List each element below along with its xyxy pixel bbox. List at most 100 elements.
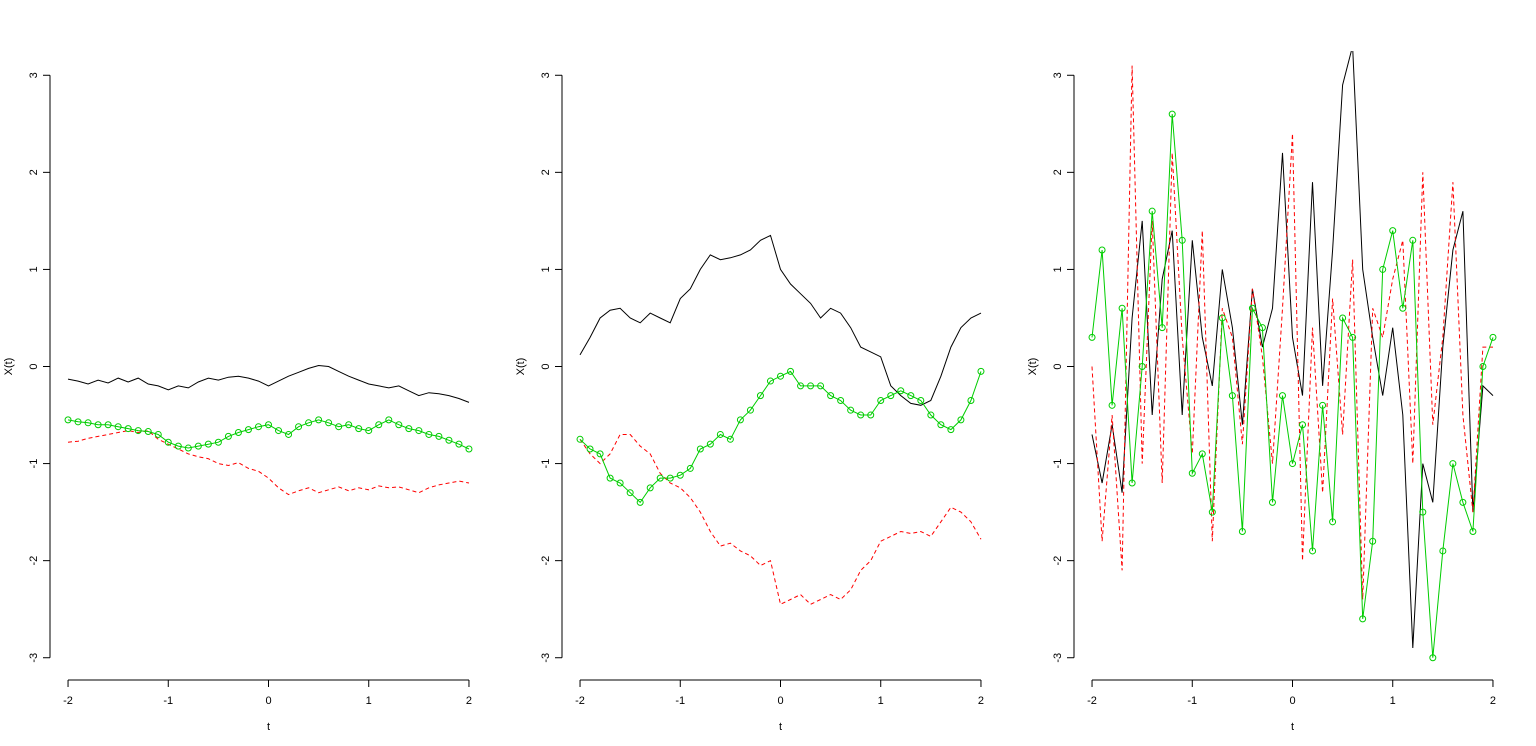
point-marker: [706, 440, 714, 448]
panel: -3 -2 -1 0 1 2 3 -2 -1 0 1 2 t X(t): [3, 72, 473, 733]
point-marker: [435, 432, 443, 440]
y-tick-label: 2: [540, 169, 552, 175]
point-marker: [867, 411, 875, 419]
x-axis-label: t: [267, 721, 270, 733]
point-marker: [365, 427, 373, 435]
point-marker: [74, 418, 82, 426]
y-tick-label: 1: [28, 266, 40, 272]
y-axis-label: X(t): [515, 358, 527, 376]
point-marker: [1118, 304, 1126, 312]
point-marker: [907, 392, 915, 400]
point-marker: [606, 474, 614, 482]
point-marker: [1469, 528, 1477, 536]
point-marker: [1108, 401, 1116, 409]
point-marker: [817, 382, 825, 390]
point-marker: [1369, 537, 1377, 545]
point-marker: [295, 423, 303, 431]
point-marker: [646, 484, 654, 492]
point-marker: [586, 445, 594, 453]
point-marker: [1359, 615, 1367, 623]
point-marker: [596, 450, 604, 458]
y-tick-label: -2: [540, 556, 552, 566]
point-marker: [676, 471, 684, 479]
series-line: [579, 234, 982, 406]
point-marker: [1389, 227, 1397, 235]
point-marker: [1128, 479, 1136, 487]
y-tick-label: 0: [540, 363, 552, 369]
point-marker: [375, 421, 383, 429]
point-marker: [827, 392, 835, 400]
point-marker: [405, 425, 413, 433]
x-tick-label: -1: [1187, 695, 1197, 707]
point-marker: [465, 445, 473, 453]
point-marker: [425, 430, 433, 438]
point-marker: [947, 426, 955, 434]
y-tick-label: 2: [1052, 169, 1064, 175]
plot-area: [576, 234, 985, 606]
y-tick-label: 3: [1052, 72, 1064, 78]
point-marker: [576, 435, 584, 443]
point-marker: [1248, 304, 1256, 312]
point-marker: [1409, 236, 1417, 244]
point-marker: [787, 367, 795, 375]
point-marker: [174, 442, 182, 450]
series-line: [1091, 114, 1494, 658]
point-marker: [335, 423, 343, 431]
plot-area: [1088, 51, 1497, 662]
point-marker: [1419, 508, 1427, 516]
x-tick-label: 0: [1289, 695, 1295, 707]
point-marker: [746, 406, 754, 414]
point-marker: [1208, 508, 1216, 516]
x-tick-label: 1: [878, 695, 884, 707]
y-tick-label: -3: [1052, 653, 1064, 663]
x-tick-label: 2: [978, 695, 984, 707]
x-tick-label: 1: [1390, 695, 1396, 707]
point-marker: [1218, 314, 1226, 322]
point-marker: [616, 479, 624, 487]
point-marker: [1439, 547, 1447, 555]
point-marker: [154, 430, 162, 438]
point-marker: [1449, 460, 1457, 468]
y-tick-label: 1: [1052, 266, 1064, 272]
x-tick-label: -2: [575, 695, 585, 707]
point-marker: [686, 464, 694, 472]
series-line: [67, 430, 470, 496]
x-tick-label: 0: [777, 695, 783, 707]
point-marker: [1489, 333, 1497, 341]
x-tick-label: -1: [675, 695, 685, 707]
point-marker: [1238, 528, 1246, 536]
point-marker: [204, 440, 212, 448]
y-tick-label: 3: [540, 72, 552, 78]
point-marker: [1158, 324, 1166, 332]
point-marker: [1148, 207, 1156, 215]
point-marker: [897, 387, 905, 395]
point-marker: [254, 423, 262, 431]
point-marker: [837, 396, 845, 404]
point-marker: [1349, 333, 1357, 341]
x-tick-label: 0: [265, 695, 271, 707]
point-marker: [94, 421, 102, 429]
point-marker: [797, 382, 805, 390]
point-marker: [104, 421, 112, 429]
point-marker: [756, 392, 764, 400]
plot-area: [64, 364, 473, 496]
point-marker: [265, 421, 272, 429]
point-marker: [1278, 392, 1286, 400]
x-tick-label: 2: [466, 695, 472, 707]
x-axis-label: t: [779, 721, 782, 733]
y-axis-label: X(t): [3, 358, 15, 376]
point-marker: [305, 419, 313, 427]
point-marker: [124, 425, 132, 433]
point-marker: [385, 416, 393, 424]
point-marker: [1088, 333, 1096, 341]
point-marker: [736, 416, 744, 424]
panel: -3 -2 -1 0 1 2 3 -2 -1 0 1 2 t X(t): [515, 72, 985, 733]
y-tick-label: 0: [1052, 363, 1064, 369]
point-marker: [937, 421, 945, 429]
point-marker: [445, 436, 453, 444]
y-tick-label: -2: [1052, 556, 1064, 566]
point-marker: [415, 427, 423, 435]
point-marker: [857, 411, 865, 419]
point-marker: [696, 445, 704, 453]
y-tick-label: -3: [28, 653, 40, 663]
